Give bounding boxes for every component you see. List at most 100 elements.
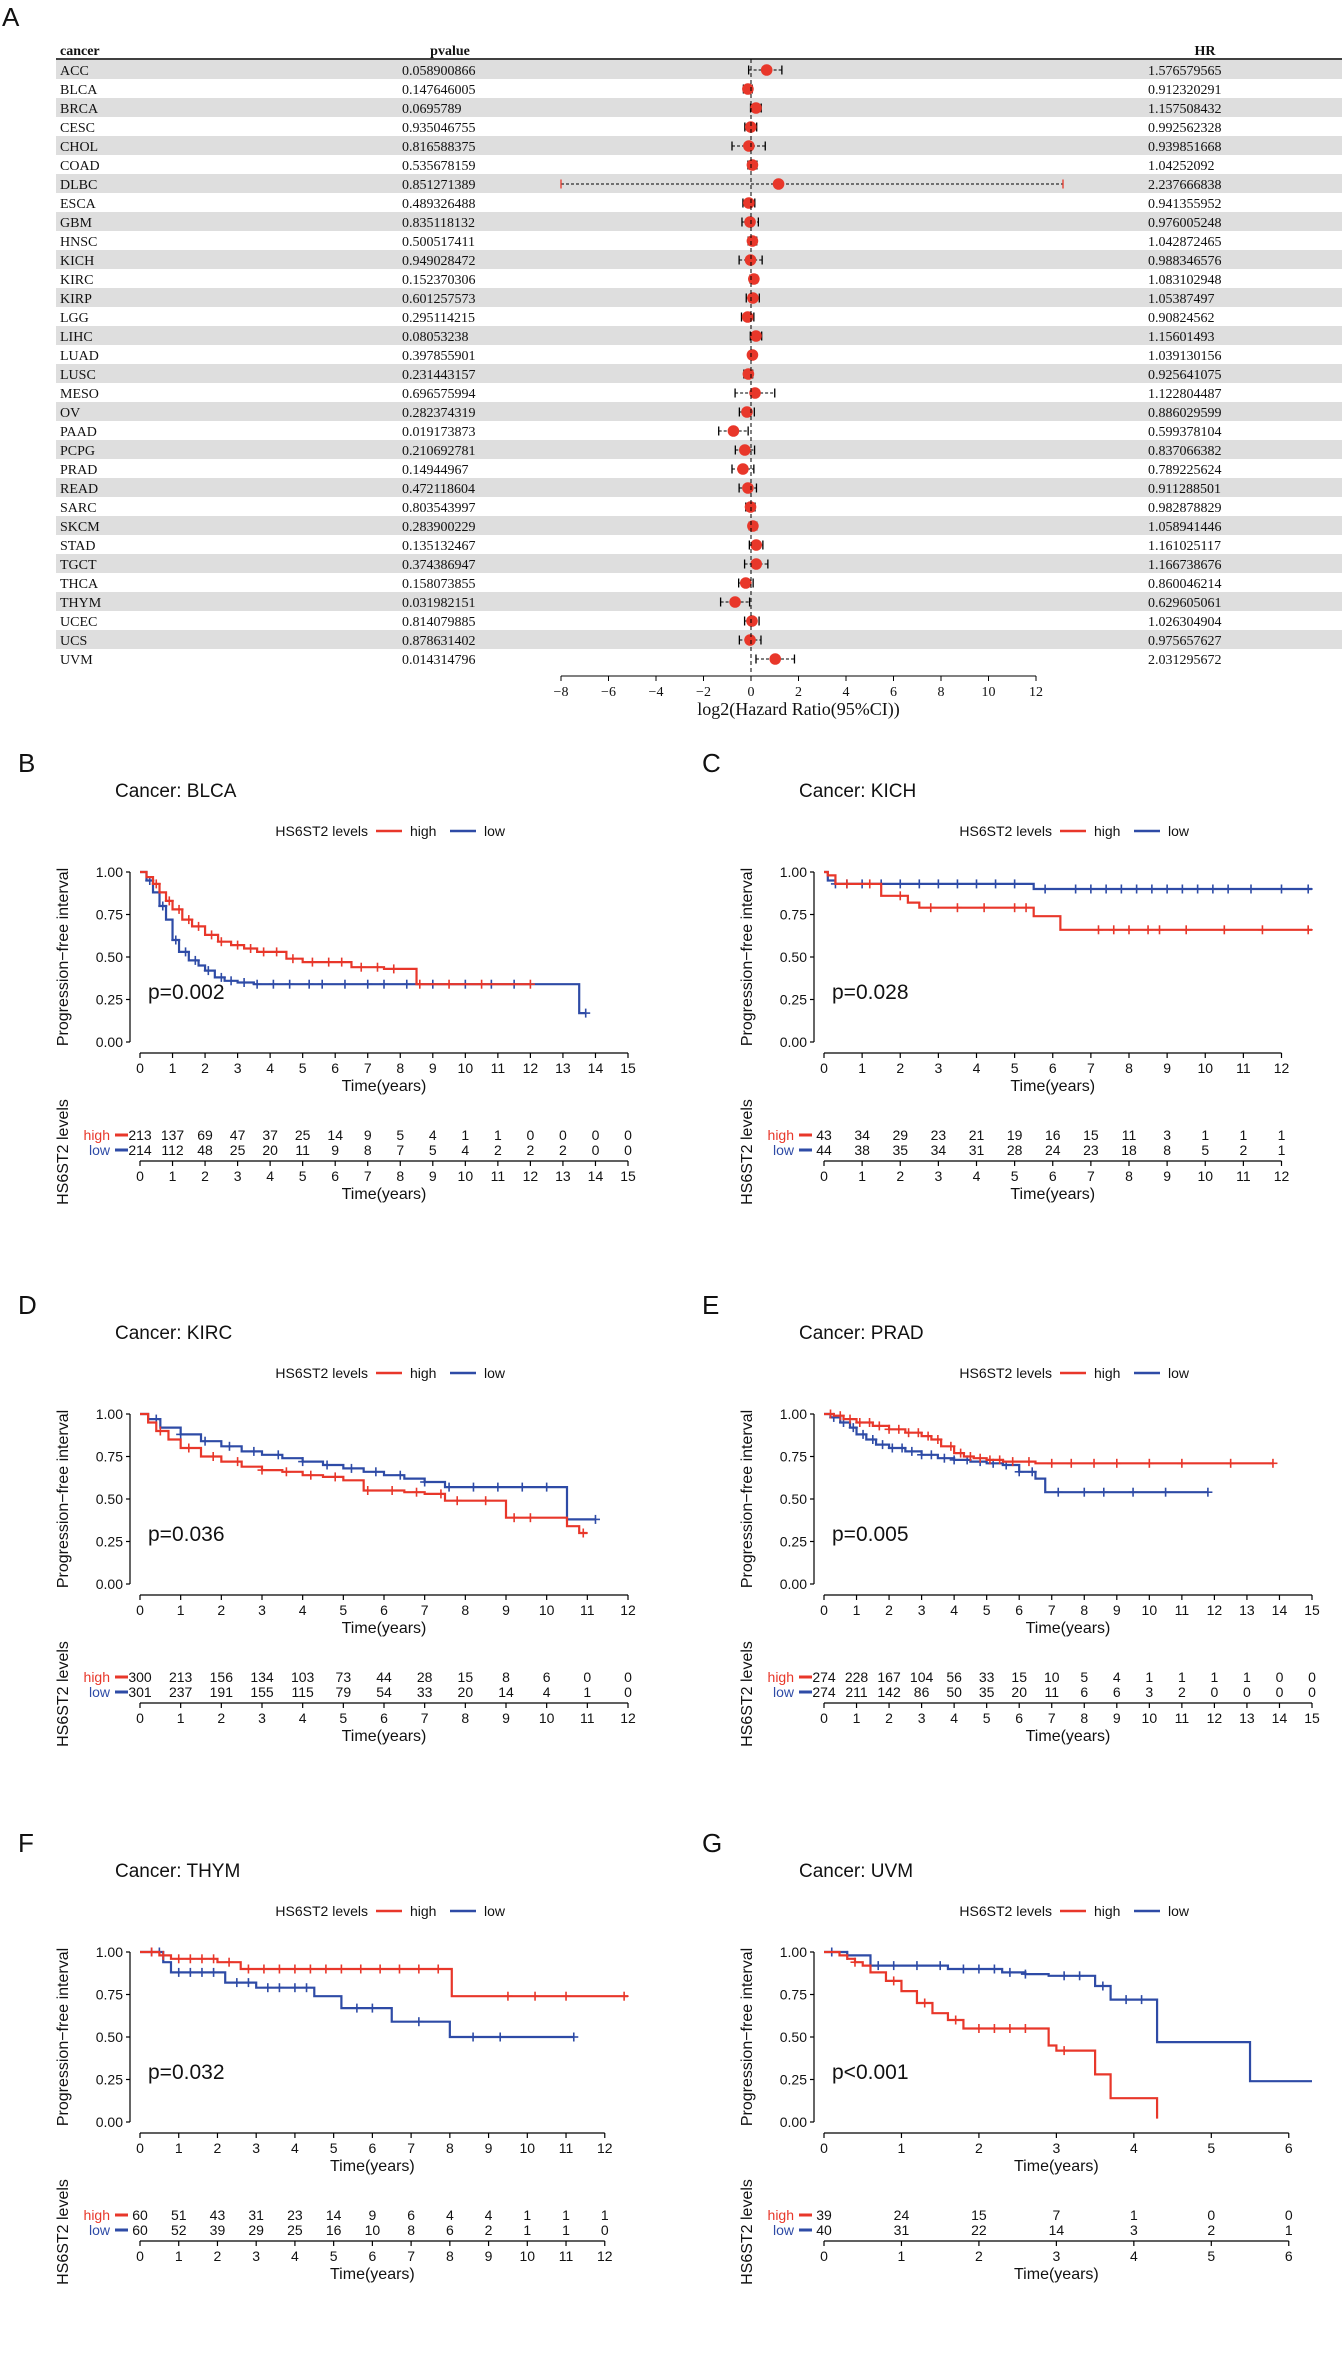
x-tick-label: 7 <box>1087 1060 1095 1076</box>
header-pvalue: pvalue <box>430 44 470 59</box>
legend-title: HS6ST2 levels <box>275 823 368 839</box>
risk-count-high: 25 <box>295 1127 311 1143</box>
y-tick-label: 1.00 <box>780 1406 807 1422</box>
risk-count-low: 34 <box>931 1142 947 1158</box>
y-tick-label: 0.50 <box>780 1491 807 1507</box>
risk-x-tick-label: 10 <box>539 1710 555 1726</box>
risk-x-tick-label: 6 <box>1015 1710 1023 1726</box>
risk-count-high: 300 <box>128 1669 152 1685</box>
risk-x-tick-label: 8 <box>1125 1168 1133 1184</box>
row-stripe <box>56 98 1342 117</box>
risk-count-high: 21 <box>969 1127 985 1143</box>
row-stripe <box>56 478 1342 497</box>
hr-label: 0.988346576 <box>1148 254 1222 269</box>
risk-count-high: 1 <box>1201 1127 1209 1143</box>
hr-label: 0.837066382 <box>1148 444 1222 459</box>
risk-count-low: 16 <box>326 2222 342 2238</box>
risk-x-tick-label: 7 <box>421 1710 429 1726</box>
risk-count-low: 60 <box>132 2222 148 2238</box>
hr-label: 0.789225624 <box>1148 463 1222 478</box>
x-tick-label: 2 <box>975 2140 983 2156</box>
cancer-label: HNSC <box>60 235 97 250</box>
risk-x-tick-label: 1 <box>175 2248 183 2264</box>
p-value: p<0.001 <box>832 2061 909 2084</box>
x-tick-label: 12 <box>1029 685 1043 700</box>
risk-count-high: 4 <box>446 2207 454 2223</box>
risk-x-tick-label: 6 <box>1049 1168 1057 1184</box>
risk-count-high: 15 <box>971 2207 987 2223</box>
km-curve-low <box>824 1950 1312 2083</box>
chart-title: Cancer: THYM <box>115 1861 240 1882</box>
risk-count-low: 24 <box>1045 1142 1061 1158</box>
hr-point <box>744 254 757 266</box>
pvalue-label: 0.949028472 <box>402 254 476 269</box>
risk-count-low: 142 <box>877 1684 901 1700</box>
risk-x-tick-label: 3 <box>1052 2248 1060 2264</box>
risk-count-low: 8 <box>364 1142 372 1158</box>
x-tick-label: 1 <box>858 1060 866 1076</box>
risk-count-high: 213 <box>169 1669 193 1685</box>
row-stripe <box>56 364 1342 383</box>
x-tick-label: 4 <box>1130 2140 1138 2156</box>
risk-count-high: 0 <box>1308 1669 1316 1685</box>
risk-count-high: 1 <box>1278 1127 1286 1143</box>
risk-count-high: 15 <box>1083 1127 1099 1143</box>
risk-count-high: 1 <box>1243 1669 1251 1685</box>
pvalue-label: 0.14944967 <box>402 463 469 478</box>
risk-count-low: 29 <box>248 2222 264 2238</box>
risk-count-high: 8 <box>502 1669 510 1685</box>
risk-x-tick-label: 4 <box>299 1710 307 1726</box>
cancer-label: UCS <box>60 634 87 649</box>
risk-count-low: 274 <box>812 1684 836 1700</box>
risk-count-high: 24 <box>894 2207 910 2223</box>
hr-point <box>743 197 755 209</box>
x-tick-label: 9 <box>502 1602 510 1618</box>
risk-label-high: high <box>84 1669 110 1685</box>
risk-count-high: 15 <box>1011 1669 1027 1685</box>
cancer-label: THYM <box>60 596 102 611</box>
x-tick-label: 15 <box>1304 1602 1320 1618</box>
risk-x-tick-label: 12 <box>597 2248 613 2264</box>
x-tick-label: 10 <box>520 2140 536 2156</box>
risk-count-low: 2 <box>559 1142 567 1158</box>
risk-x-tick-label: 4 <box>266 1168 274 1184</box>
pvalue-label: 0.08053238 <box>402 330 469 345</box>
hr-label: 0.911288501 <box>1148 482 1221 497</box>
pvalue-label: 0.283900229 <box>402 520 476 535</box>
x-tick-label: 4 <box>973 1060 981 1076</box>
cancer-label: OV <box>60 406 80 421</box>
risk-count-low: 6 <box>446 2222 454 2238</box>
pvalue-label: 0.601257573 <box>402 292 476 307</box>
cancer-label: LUAD <box>60 349 99 364</box>
risk-count-low: 3 <box>1145 1684 1153 1700</box>
x-tick-label: 4 <box>266 1060 274 1076</box>
y-axis-title: Progression−free interval <box>55 1410 72 1588</box>
km-curve-high <box>140 1412 588 1535</box>
p-value: p=0.032 <box>148 2061 225 2084</box>
risk-count-high: 1 <box>523 2207 531 2223</box>
risk-count-high: 0 <box>527 1127 535 1143</box>
risk-count-high: 4 <box>1113 1669 1121 1685</box>
x-tick-label: 3 <box>258 1602 266 1618</box>
risk-x-tick-label: 2 <box>214 2248 222 2264</box>
risk-count-low: 25 <box>287 2222 303 2238</box>
pvalue-label: 0.696575994 <box>402 387 476 402</box>
hr-point <box>741 406 753 418</box>
x-tick-label: 11 <box>1175 1602 1190 1618</box>
row-stripe <box>56 516 1342 535</box>
y-tick-label: 0.25 <box>780 2072 807 2088</box>
pvalue-label: 0.135132467 <box>402 539 476 554</box>
risk-count-high: 33 <box>979 1669 995 1685</box>
y-tick-label: 0.50 <box>96 949 123 965</box>
x-tick-label: 2 <box>217 1602 225 1618</box>
risk-count-high: 73 <box>336 1669 352 1685</box>
risk-x-tick-label: 1 <box>177 1710 185 1726</box>
risk-x-tick-label: 11 <box>580 1710 595 1726</box>
risk-x-tick-label: 14 <box>588 1168 604 1184</box>
risk-count-high: 1 <box>1145 1669 1153 1685</box>
risk-count-low: 11 <box>295 1142 310 1158</box>
risk-count-high: 23 <box>931 1127 947 1143</box>
hr-label: 0.941355952 <box>1148 197 1222 212</box>
cancer-label: LIHC <box>60 330 93 345</box>
hr-point <box>769 653 782 665</box>
